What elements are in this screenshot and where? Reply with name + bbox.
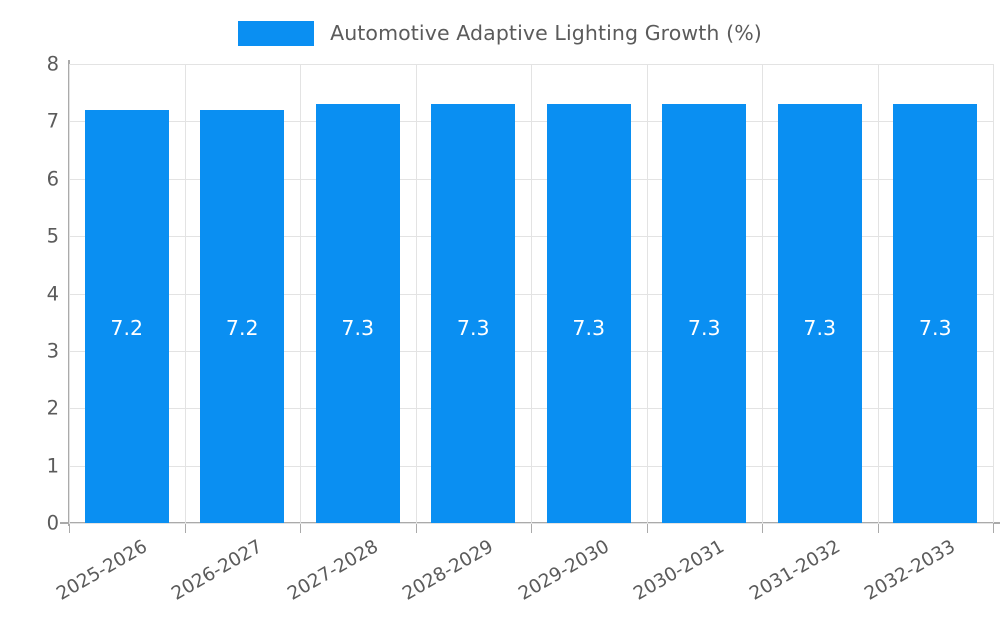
x-gridline (185, 64, 186, 523)
y-axis-tick-label: 1 (46, 453, 59, 477)
y-axis-tick-label: 0 (46, 511, 59, 535)
bar[interactable] (662, 104, 747, 523)
x-gridline (993, 64, 994, 523)
plot-area: 7.2 7.2 7.3 7.3 7.3 7.3 7.3 7.3 (69, 64, 994, 524)
y-axis-tick-label: 2 (46, 396, 59, 420)
legend-label: Automotive Adaptive Lighting Growth (%) (330, 21, 762, 45)
y-axis-tick-label: 6 (46, 167, 59, 190)
x-axis-tick-mark (878, 524, 879, 533)
y-axis-tick-label: 5 (46, 224, 59, 248)
bar[interactable] (431, 104, 516, 523)
x-axis-tick-mark (762, 524, 763, 533)
y-axis-tick-label: 8 (46, 52, 59, 76)
x-axis-tick-mark (185, 524, 186, 533)
bar[interactable] (546, 104, 631, 523)
x-axis-tick-mark (993, 524, 994, 533)
x-axis-tick-mark (416, 524, 417, 533)
x-gridline (69, 64, 70, 523)
y-axis-tick-label: 7 (46, 109, 59, 133)
x-axis-tick-mark (69, 524, 70, 533)
x-gridline (878, 64, 879, 523)
x-gridline (647, 64, 648, 523)
bar[interactable] (893, 104, 978, 523)
bar[interactable] (200, 109, 285, 523)
y-gridline (69, 523, 993, 524)
x-gridline (416, 64, 417, 523)
x-axis-tick-mark (300, 524, 301, 533)
x-axis-tick-mark (647, 524, 648, 533)
plot-inner: 7.2 7.2 7.3 7.3 7.3 7.3 7.3 7.3 (69, 64, 994, 524)
x-axis-tick-mark (531, 524, 532, 533)
chart-legend: Automotive Adaptive Lighting Growth (%) (0, 14, 1000, 52)
y-axis-tick-label: 4 (46, 281, 59, 305)
bar[interactable] (315, 104, 400, 523)
legend-color-swatch (238, 20, 315, 46)
x-gridline (762, 64, 763, 523)
y-axis-tick-labels: 0 1 2 3 4 5 6 7 8 (0, 54, 59, 532)
y-axis-tick-label: 3 (46, 339, 59, 363)
bar[interactable] (84, 109, 169, 523)
x-gridline (531, 64, 532, 523)
x-gridline (300, 64, 301, 523)
bar[interactable] (777, 104, 862, 523)
